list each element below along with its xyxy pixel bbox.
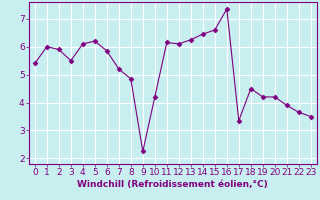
X-axis label: Windchill (Refroidissement éolien,°C): Windchill (Refroidissement éolien,°C) <box>77 180 268 189</box>
